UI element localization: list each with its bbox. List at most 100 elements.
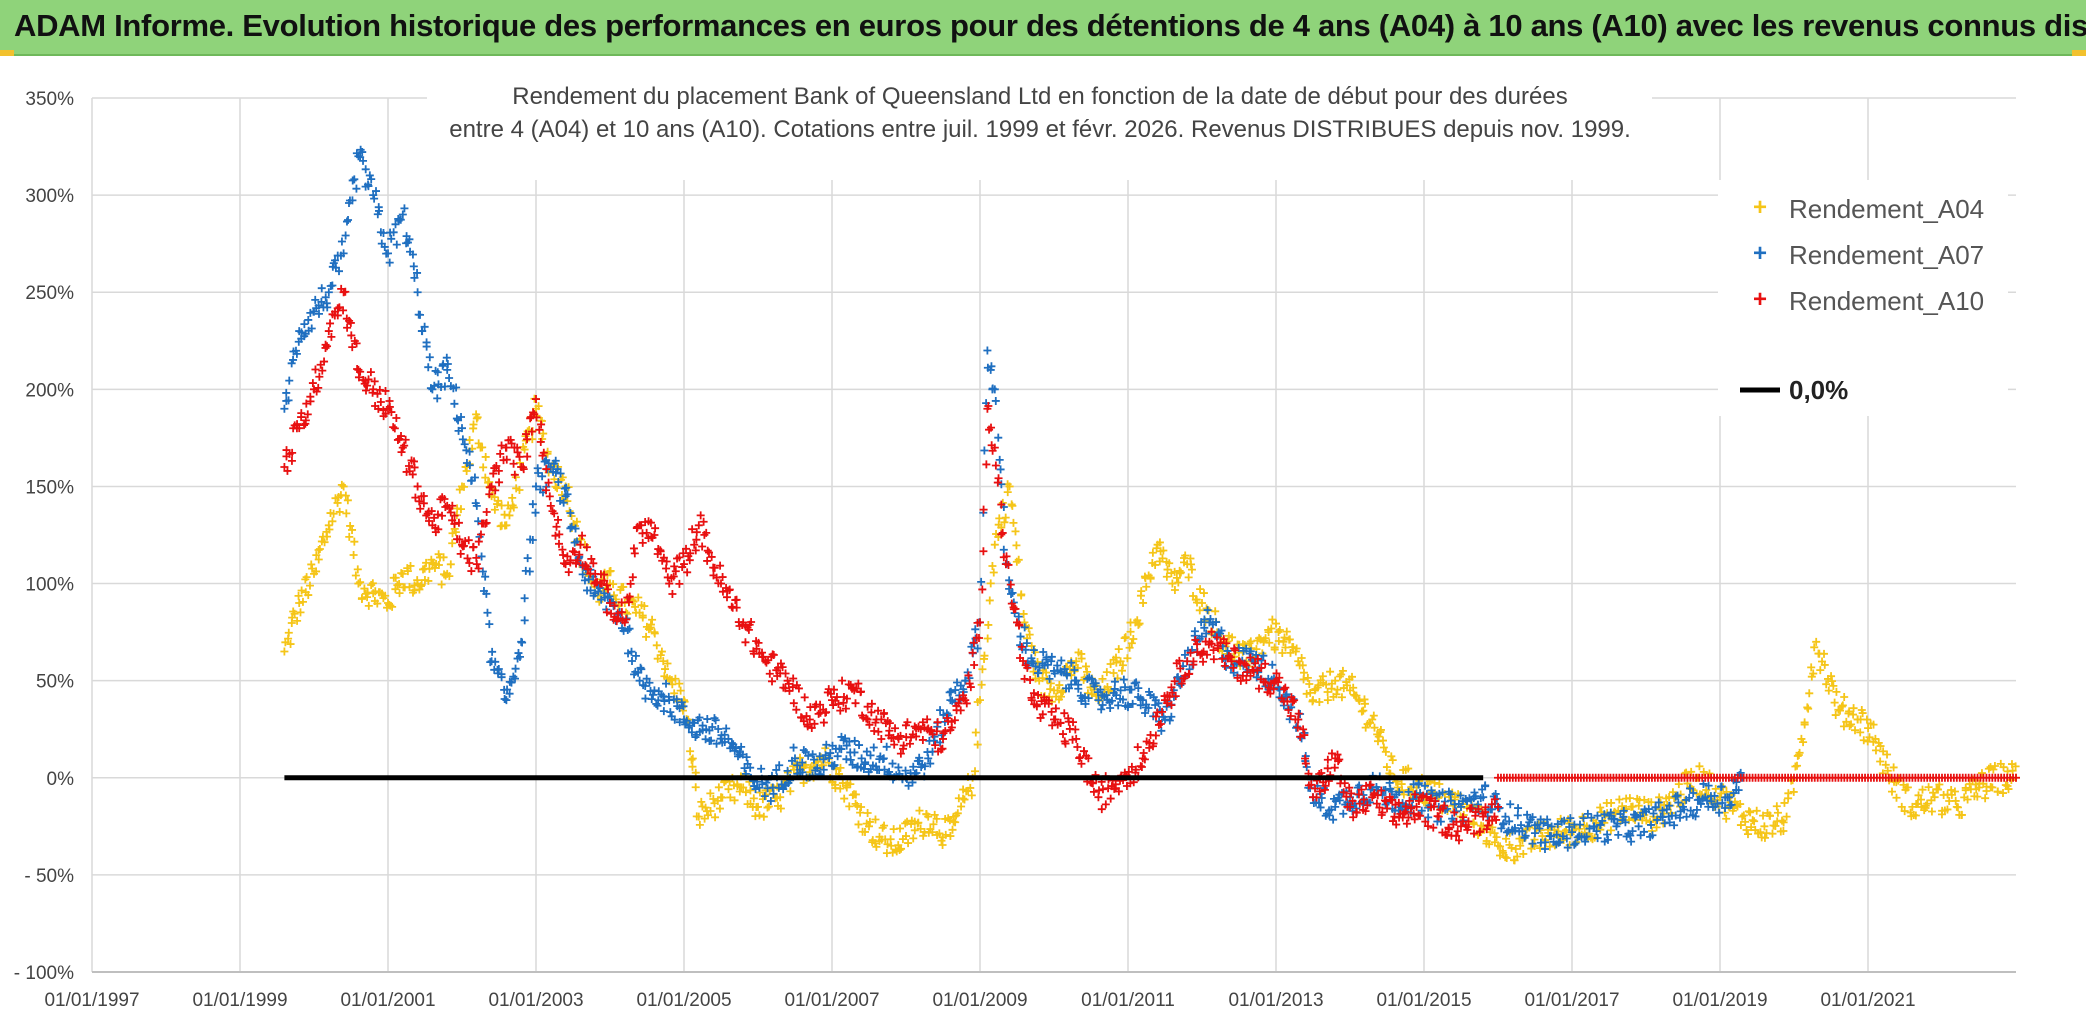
- a04-point: [692, 812, 701, 821]
- a07-point: [1329, 815, 1338, 824]
- a10-point: [1492, 815, 1501, 824]
- a04-point: [1126, 618, 1135, 627]
- a04-point: [2008, 766, 2017, 775]
- a07-point: [562, 483, 571, 492]
- a04-point: [1469, 820, 1478, 829]
- a04-point: [1950, 787, 1959, 796]
- a04-point: [1842, 717, 1851, 726]
- a10-point: [832, 693, 841, 702]
- a10-point: [836, 706, 845, 715]
- a07-point: [578, 570, 587, 579]
- a07-point: [323, 303, 332, 312]
- x-tick-label: 01/01/2009: [932, 990, 1027, 1011]
- a10-point: [702, 528, 711, 537]
- a10-point: [410, 463, 419, 472]
- a04-point: [715, 804, 724, 813]
- a07-point: [1647, 820, 1656, 829]
- a10-point: [788, 683, 797, 692]
- a10-point: [469, 542, 478, 551]
- a04-point: [1832, 687, 1841, 696]
- a10-point: [1366, 780, 1375, 789]
- a04-point: [676, 686, 685, 695]
- a07-point: [1157, 726, 1166, 735]
- a10-point: [472, 553, 481, 562]
- a10-point: [532, 395, 540, 404]
- a10-point: [576, 540, 585, 549]
- a10-point: [819, 718, 828, 727]
- a10-point: [292, 424, 301, 433]
- a04-point: [609, 580, 618, 589]
- a04-point: [910, 826, 919, 835]
- a10-point: [781, 684, 790, 693]
- a04-point: [1125, 643, 1134, 652]
- a10-point: [1011, 604, 1020, 613]
- a10-point: [997, 500, 1006, 509]
- a10-point: [648, 533, 657, 542]
- a07-point: [833, 752, 842, 761]
- a04-point: [656, 651, 665, 660]
- a04-point: [752, 803, 761, 812]
- a04-point: [302, 573, 311, 582]
- a07-point: [336, 251, 345, 260]
- a04-point: [688, 754, 697, 763]
- a10-point: [536, 437, 545, 446]
- a10-point: [991, 461, 1000, 470]
- a07-point: [1651, 803, 1660, 812]
- a04-point: [354, 579, 363, 588]
- a07-point: [1495, 803, 1504, 812]
- a10-point: [1335, 755, 1344, 764]
- a10-point: [1167, 683, 1176, 692]
- a10-point: [987, 423, 996, 432]
- a07-point: [424, 363, 433, 372]
- a04-point: [1951, 796, 1960, 805]
- a10-point: [387, 408, 396, 417]
- a10-point: [1334, 757, 1343, 766]
- a10-point: [362, 386, 370, 395]
- a07-point: [532, 482, 540, 491]
- a04-point: [286, 640, 295, 649]
- a04-point: [1172, 573, 1181, 582]
- a10-point: [303, 410, 312, 419]
- a04-point: [1831, 711, 1840, 720]
- a10-point: [814, 709, 823, 718]
- a07-point: [1315, 798, 1324, 807]
- a10-point: [1177, 679, 1186, 688]
- a07-point: [1516, 821, 1525, 830]
- a04-point: [314, 555, 323, 564]
- series-rendement-a04: [280, 394, 2020, 865]
- a10-point: [1281, 683, 1290, 692]
- a07-point: [1514, 804, 1523, 813]
- a10-point: [841, 704, 850, 713]
- a04-point: [1055, 681, 1064, 690]
- a04-point: [1982, 786, 1991, 795]
- a10-point: [752, 644, 761, 653]
- a07-point: [1547, 822, 1556, 831]
- a04-point: [1809, 669, 1818, 678]
- a07-point: [586, 586, 595, 595]
- a10-point: [1453, 827, 1462, 836]
- a04-point: [746, 786, 755, 795]
- a07-point: [1094, 696, 1103, 705]
- a07-point: [1541, 838, 1550, 847]
- y-tick-label: 100%: [25, 575, 74, 596]
- a04-point: [325, 525, 334, 534]
- a10-point: [389, 423, 398, 432]
- a07-point: [1034, 669, 1043, 678]
- a10-point: [440, 494, 449, 503]
- a10-point: [301, 416, 310, 425]
- a10-point: [891, 724, 900, 733]
- a07-point: [1644, 805, 1653, 814]
- a04-point: [1134, 620, 1143, 629]
- a07-point: [1067, 658, 1076, 667]
- a07-point: [380, 242, 389, 251]
- a04-point: [465, 436, 474, 445]
- x-tick-label: 01/01/2011: [1081, 990, 1175, 1011]
- a10-point: [686, 549, 695, 558]
- a10-point: [1246, 653, 1255, 662]
- a07-point: [1056, 667, 1065, 676]
- a10-point: [1076, 753, 1085, 762]
- a04-point: [1927, 807, 1936, 816]
- a07-point: [422, 338, 431, 347]
- a10-point: [1207, 639, 1216, 648]
- a04-point: [1933, 785, 1942, 794]
